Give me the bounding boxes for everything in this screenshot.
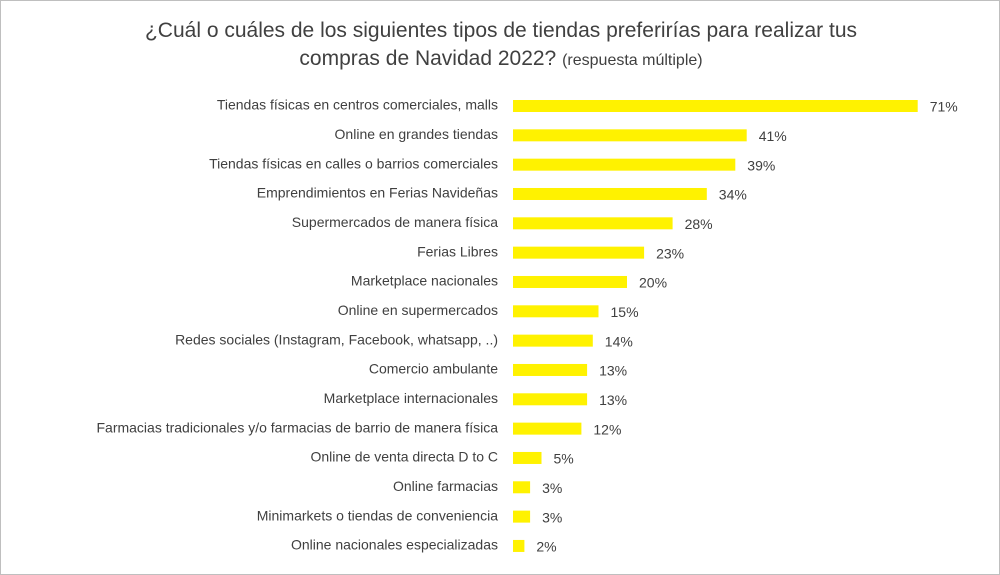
bar [513,275,627,288]
category-label: Online farmacias [393,478,498,494]
chart-title: ¿Cuál o cuáles de los siguientes tipos d… [144,19,858,70]
value-label: 28% [685,216,713,232]
value-label: 41% [759,128,787,144]
chart-title-block: ¿Cuál o cuáles de los siguientes tipos d… [111,17,891,75]
bar [513,451,542,464]
category-label: Farmacias tradicionales y/o farmacias de… [96,419,498,435]
chart-subtitle: (respuesta múltiple) [562,52,703,69]
bar [513,305,599,318]
value-label: 3% [542,480,562,496]
category-label: Online nacionales especializadas [291,537,498,553]
value-label: 71% [930,99,958,115]
bar [513,422,582,435]
value-label: 5% [554,451,574,467]
bar [513,246,645,259]
value-label: 2% [536,539,556,555]
value-label: 39% [747,157,775,173]
category-label: Online de venta directa D to C [310,449,498,465]
value-label: 12% [593,421,621,437]
category-label: Marketplace internacionales [324,390,498,406]
value-label: 3% [542,509,562,525]
value-label: 20% [639,275,667,291]
value-label: 15% [611,304,639,320]
category-label: Marketplace nacionales [351,273,498,289]
bar [513,158,736,171]
bar [513,129,747,142]
value-label: 13% [599,363,627,379]
value-label: 34% [719,187,747,203]
bar [513,334,593,347]
bar [513,217,673,230]
category-label: Tiendas físicas en centros comerciales, … [217,97,498,113]
category-label: Emprendimientos en Ferias Navideñas [257,185,498,201]
bar [513,393,588,406]
value-label: 23% [656,245,684,261]
bar [513,100,918,112]
bar [513,510,531,523]
value-label: 13% [599,392,627,408]
category-label: Redes sociales (Instagram, Facebook, wha… [175,331,498,347]
category-label: Tiendas físicas en calles o barrios come… [209,155,498,171]
category-label: Online en grandes tiendas [335,126,498,142]
bar [513,539,525,552]
category-label: Comercio ambulante [369,361,498,377]
category-label: Online en supermercados [338,302,498,318]
bar [513,363,588,376]
value-label: 14% [605,333,633,349]
category-label: Minimarkets o tiendas de conveniencia [257,507,498,523]
category-label: Supermercados de manera física [292,214,498,230]
bar [513,187,707,200]
bar [513,481,531,494]
category-label: Ferias Libres [417,243,498,259]
